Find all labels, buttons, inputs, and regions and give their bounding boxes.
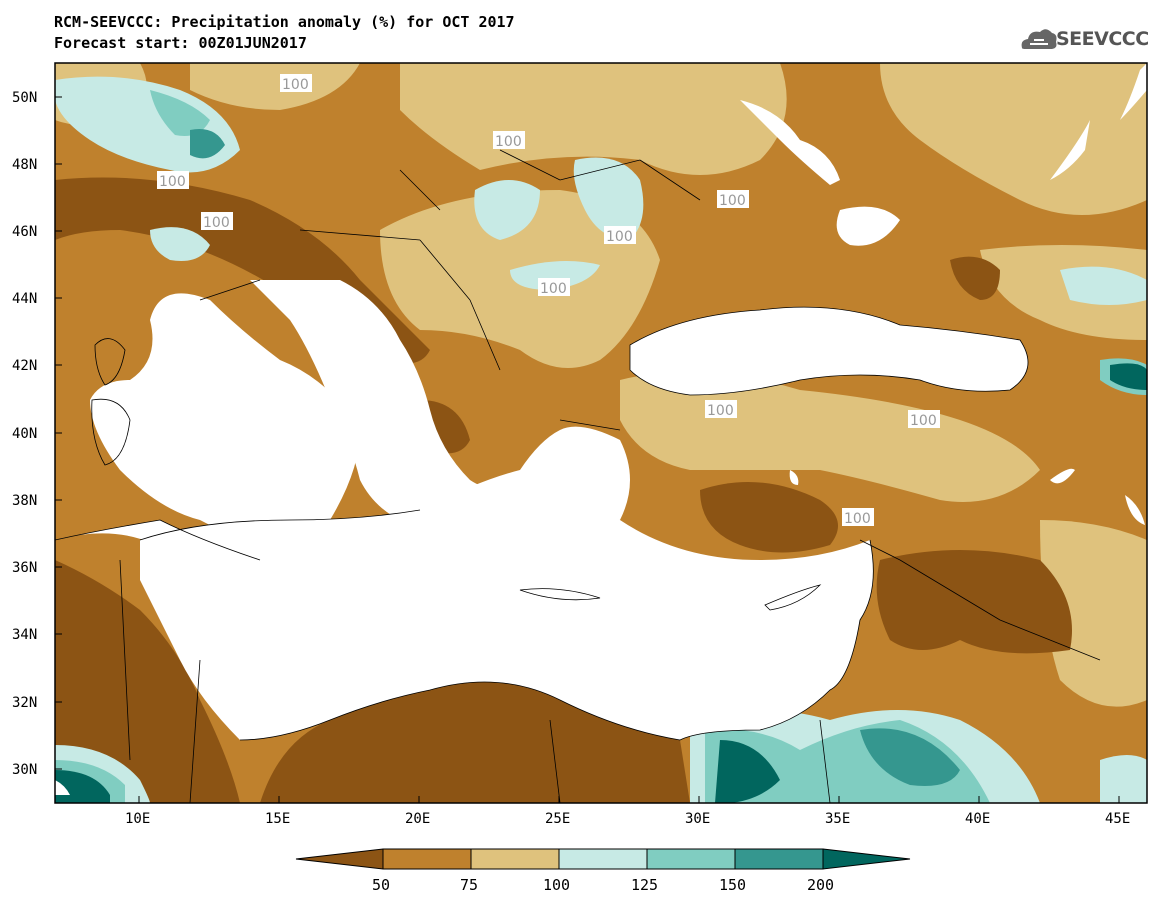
lon-label: 35E [825, 811, 850, 827]
lon-label: 30E [685, 811, 710, 827]
logo-text: SEEVCCC [1056, 28, 1149, 50]
forecast-start-label: Forecast start: 00Z01JUN2017 [54, 34, 307, 52]
colorbar-segment [822, 848, 911, 870]
contour-labels: 100 100 100 100 100 100 100 100 100 100 [157, 74, 940, 527]
lat-label: 36N [12, 560, 37, 576]
latitude-labels: 50N 48N 46N 44N 42N 40N 38N 36N 34N 32N … [12, 90, 37, 778]
cloud-icon [1021, 29, 1057, 49]
lon-label: 15E [265, 811, 290, 827]
contour-label: 100 [606, 229, 633, 245]
lat-label: 48N [12, 157, 37, 173]
anomaly-field [55, 63, 1147, 803]
axis-ticks [55, 96, 1120, 803]
lon-label: 45E [1105, 811, 1130, 827]
lat-label: 46N [12, 224, 37, 240]
lon-label: 20E [405, 811, 430, 827]
colorbar-segment [470, 848, 560, 870]
contour-label: 100 [159, 174, 186, 190]
map-title: RCM-SEEVCCC: Precipitation anomaly (%) f… [54, 13, 515, 31]
contour-label: 100 [203, 215, 230, 231]
lat-label: 34N [12, 627, 37, 643]
colorbar-tick: 50 [372, 876, 390, 894]
coastline [55, 149, 1101, 803]
lat-label: 42N [12, 358, 37, 374]
colorbar: 50 75 100 125 150 200 [295, 848, 911, 894]
colorbar-tick: 100 [543, 876, 570, 894]
colorbar-tick: 150 [719, 876, 746, 894]
lat-label: 40N [12, 426, 37, 442]
lat-label: 32N [12, 695, 37, 711]
lat-label: 50N [12, 90, 37, 106]
lon-label: 25E [545, 811, 570, 827]
colorbar-segment [558, 848, 648, 870]
colorbar-tick: 125 [631, 876, 658, 894]
longitude-labels: 10E 15E 20E 25E 30E 35E 40E 45E [125, 811, 1130, 827]
contour-label: 100 [540, 281, 567, 297]
colorbar-tick: 75 [460, 876, 478, 894]
lat-label: 44N [12, 291, 37, 307]
contour-label: 100 [707, 403, 734, 419]
lat-label: 38N [12, 493, 37, 509]
lon-label: 10E [125, 811, 150, 827]
contour-label: 100 [282, 77, 309, 93]
lon-label: 40E [965, 811, 990, 827]
lat-label: 30N [12, 762, 37, 778]
contour-label: 100 [910, 413, 937, 429]
contour-label: 100 [495, 134, 522, 150]
colorbar-segment [295, 848, 384, 870]
contour-label: 100 [719, 193, 746, 209]
colorbar-tick: 200 [807, 876, 834, 894]
colorbar-segment [382, 848, 472, 870]
colorbar-segment [646, 848, 736, 870]
contour-label: 100 [844, 511, 871, 527]
colorbar-segment [734, 848, 824, 870]
